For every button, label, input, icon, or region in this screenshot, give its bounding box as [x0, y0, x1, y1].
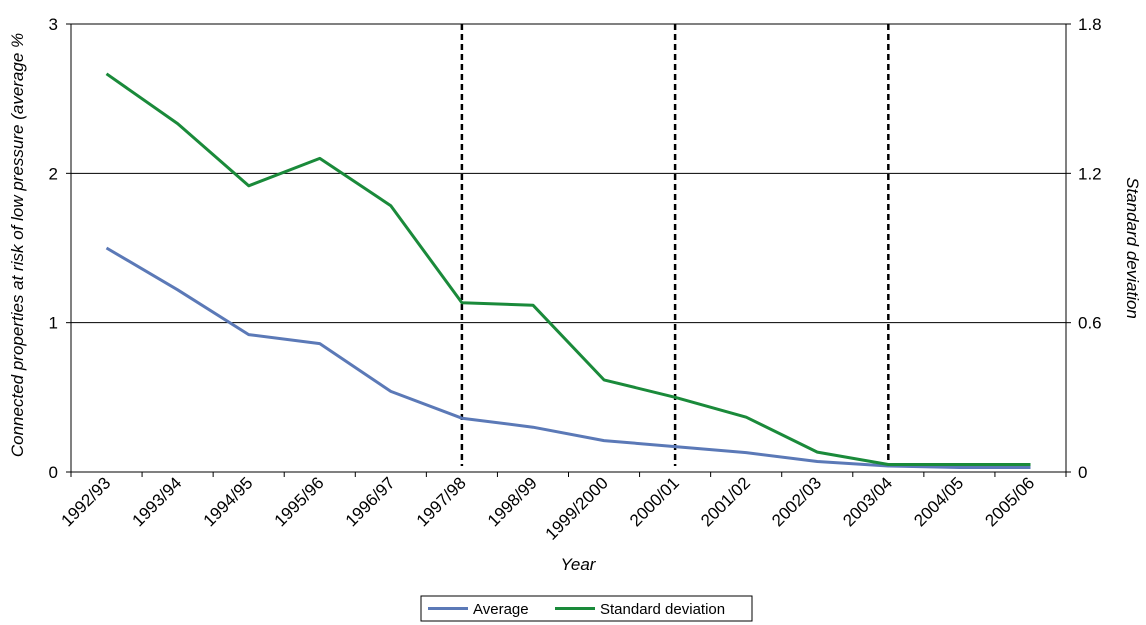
x-axis-ticks: 1992/93 1993/94 1994/95 1995/96 1996/97 1997/… [57, 472, 1067, 544]
legend-label-standard-deviation: Standard deviation [600, 601, 725, 618]
gridlines [71, 172, 1066, 324]
period-markers [460, 24, 890, 466]
x-tick-label: 2004/05 [910, 473, 967, 530]
right-tick-label: 1.8 [1078, 15, 1102, 34]
x-tick-label: 2000/01 [626, 473, 683, 530]
x-tick-label: 1995/96 [271, 473, 328, 530]
x-tick-label: 1999/2000 [542, 473, 612, 543]
x-tick-label: 2001/02 [697, 473, 754, 530]
y-axis-title-right: Standard deviation [1123, 177, 1142, 319]
left-tick-label: 3 [49, 15, 58, 34]
right-tick-label: 0.6 [1078, 314, 1102, 333]
x-tick-label: 1997/98 [413, 473, 470, 530]
x-tick-label: 2002/03 [768, 473, 825, 530]
x-tick-label: 1996/97 [342, 473, 399, 530]
x-tick-label: 1993/94 [129, 473, 186, 530]
legend: Average Standard deviation [420, 595, 753, 622]
y-axis-title-left: Connected properties at risk of low pres… [8, 33, 27, 457]
right-tick-label: 1.2 [1078, 164, 1102, 183]
x-tick-label: 1998/99 [484, 473, 541, 530]
left-tick-label: 0 [49, 463, 58, 482]
x-tick-label: 1994/95 [200, 473, 257, 530]
x-tick-label: 2003/04 [839, 473, 896, 530]
plot-frame [70, 23, 1067, 473]
left-tick-label: 1 [49, 314, 58, 333]
x-axis-title: Year [561, 555, 597, 574]
x-tick-label: 1992/93 [57, 473, 114, 530]
series-lines [105, 72, 1031, 469]
right-tick-label: 0 [1078, 463, 1087, 482]
left-tick-label: 2 [49, 164, 58, 183]
left-axis-ticks: 0 1 2 3 [49, 15, 71, 482]
series-line-average [105, 246, 1031, 469]
x-tick-label: 2005/06 [981, 473, 1038, 530]
series-line-standard-deviation [105, 72, 1031, 466]
legend-label-average: Average [473, 601, 529, 618]
right-axis-ticks: 0 0.6 1.2 1.8 [1066, 15, 1102, 482]
